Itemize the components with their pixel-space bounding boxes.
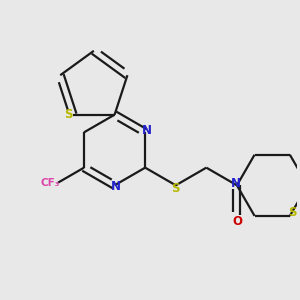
Text: N: N: [142, 124, 152, 137]
Text: S: S: [289, 206, 297, 219]
Text: CF₃: CF₃: [41, 178, 60, 188]
Text: N: N: [111, 180, 121, 193]
Text: S: S: [172, 182, 180, 195]
Text: S: S: [64, 108, 73, 121]
Text: N: N: [230, 177, 240, 190]
Text: O: O: [232, 215, 242, 228]
